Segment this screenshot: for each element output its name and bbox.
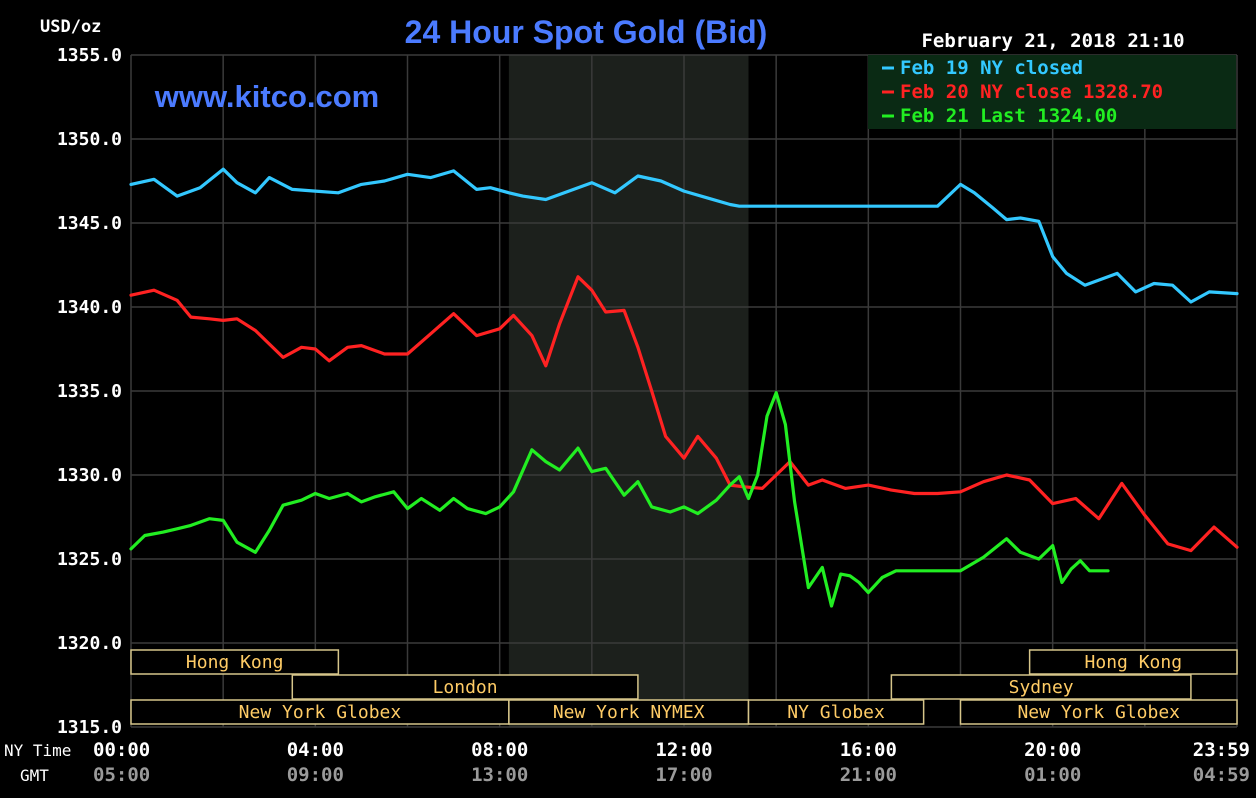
session-bar [1028, 649, 1238, 675]
x-tick-label-ny: 04:00 [287, 739, 344, 761]
session-bar [747, 699, 925, 725]
x-tick-label-gmt: 13:00 [471, 764, 528, 786]
session-label: Hong Kong [186, 652, 284, 673]
x-tick-label-gmt: 21:00 [840, 764, 897, 786]
chart-timestamp: February 21, 2018 21:10 [921, 30, 1184, 52]
session-bar [890, 674, 1192, 700]
session-bar [291, 674, 639, 700]
session-label: New York NYMEX [553, 702, 705, 723]
watermark-kitco: www.kitco.com [154, 79, 380, 114]
session-label: New York Globex [1017, 702, 1180, 723]
x-tick-label-gmt: 17:00 [655, 764, 712, 786]
series-line-2 [129, 275, 1239, 553]
x-tick-label-ny: 23:59 [1193, 739, 1250, 761]
session-bar [508, 699, 750, 725]
session-bar [130, 649, 340, 675]
price-series [129, 167, 1239, 608]
y-tick-label: 1325.0 [57, 549, 122, 570]
x-tick-label-ny: 08:00 [471, 739, 528, 761]
session-label: London [433, 677, 498, 698]
session-bar [130, 699, 510, 725]
session-label: NY Globex [787, 702, 885, 723]
legend-entry-label: Feb 21 Last 1324.00 [900, 105, 1117, 127]
series-line-1 [129, 167, 1239, 304]
legend-entry-label: Feb 20 NY close 1328.70 [900, 81, 1163, 103]
grid-lines [130, 54, 1238, 728]
y-tick-label: 1320.0 [57, 633, 122, 654]
y-tick-label: 1340.0 [57, 297, 122, 318]
y-axis-unit-label: USD/oz [40, 17, 101, 37]
chart-title: 24 Hour Spot Gold (Bid) [405, 14, 768, 50]
y-tick-label: 1315.0 [57, 717, 122, 738]
session-label: New York Globex [239, 702, 402, 723]
x-tick-label-ny: 00:00 [93, 739, 150, 761]
legend-box [868, 55, 1236, 129]
y-tick-label: 1330.0 [57, 465, 122, 486]
x-tick-label-ny: 12:00 [655, 739, 712, 761]
x-tick-label-gmt: 01:00 [1024, 764, 1081, 786]
y-axis: 1315.0 1320.0 1325.0 1330.0 1335.0 1340.0 1345… [57, 45, 122, 738]
y-tick-label: 1350.0 [57, 129, 122, 150]
x-tick-label-gmt: 04:59 [1193, 764, 1250, 786]
x-tick-label-gmt: 09:00 [287, 764, 344, 786]
x-axis: NY Time GMT 00:00 05:00 04:00 09:00 08:00 13:00… [4, 739, 1250, 786]
y-tick-label: 1355.0 [57, 45, 122, 66]
x-tick-label-gmt: 05:00 [93, 764, 150, 786]
x-tick-label-ny: 16:00 [840, 739, 897, 761]
ny-time-row-label: NY Time [4, 741, 71, 760]
session-bar [959, 699, 1238, 725]
trading-sessions: Hong Kong Hong Kong London Sydney New York G… [130, 649, 1238, 725]
y-tick-label: 1345.0 [57, 213, 122, 234]
series-line-3 [129, 391, 1110, 608]
x-tick-label-ny: 20:00 [1024, 739, 1081, 761]
session-label: Hong Kong [1085, 652, 1183, 673]
gmt-row-label: GMT [20, 766, 49, 785]
y-tick-label: 1335.0 [57, 381, 122, 402]
legend-entry-label: Feb 19 NY closed [900, 57, 1083, 79]
session-label: Sydney [1009, 677, 1074, 698]
